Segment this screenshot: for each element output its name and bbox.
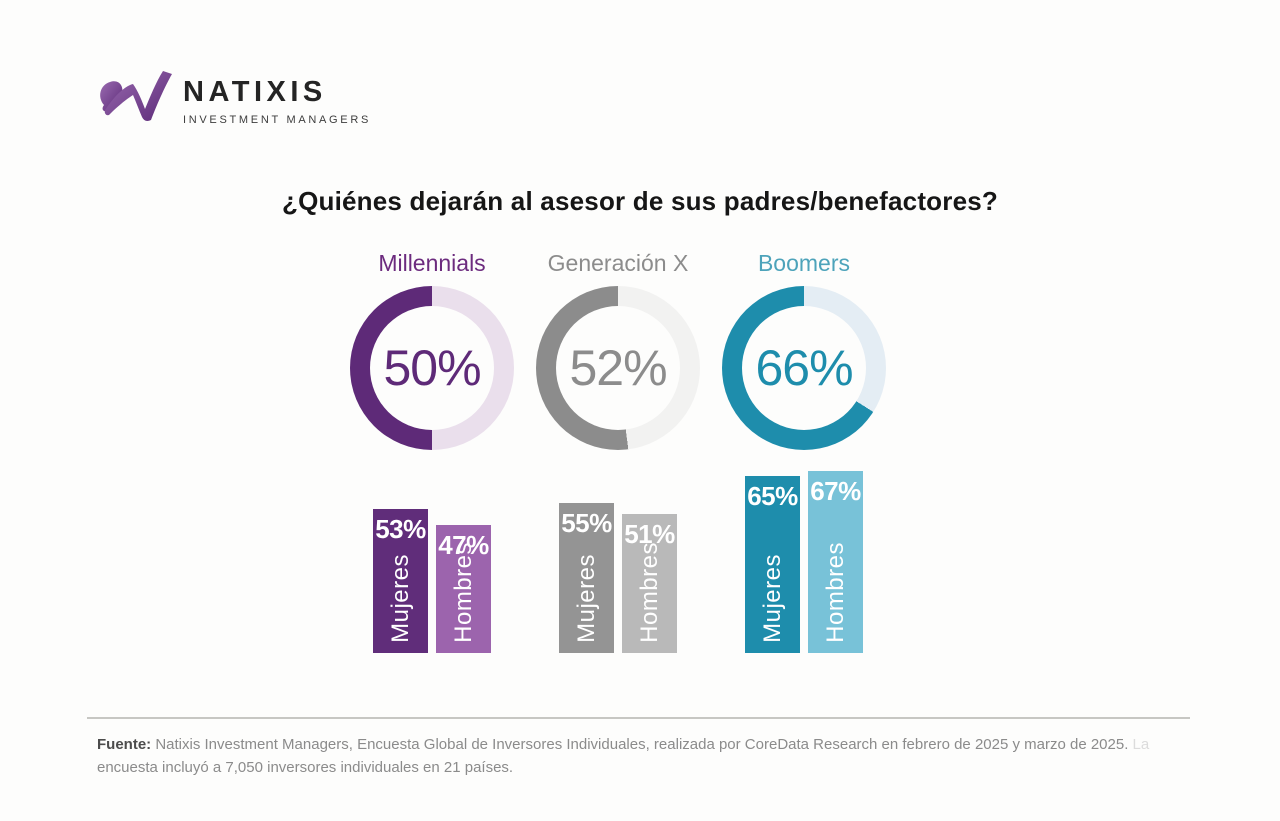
source-text-line2: encuesta incluyó a 7,050 inversores indi… xyxy=(97,758,514,776)
donut-value: 50% xyxy=(383,340,481,396)
bar-value: 65% xyxy=(747,481,798,511)
generation-label: Boomers xyxy=(757,250,851,276)
bar-hombres: 47% Hombres xyxy=(436,525,491,653)
bar-value: 51% xyxy=(624,519,675,549)
page-title: ¿Quiénes dejarán al asesor de sus padres… xyxy=(282,186,998,216)
bar-value: 67% xyxy=(810,476,861,506)
bar-label: Hombres xyxy=(635,542,663,643)
donut-chart-generacion-x: 52% xyxy=(536,286,700,450)
natixis-logo: NATIXIS INVESTMENT MANAGERS xyxy=(95,62,371,132)
bar-hombres: 67% Hombres xyxy=(808,471,863,653)
logo-text: NATIXIS INVESTMENT MANAGERS xyxy=(183,62,372,127)
donut-chart-millennials: 50% xyxy=(350,286,514,450)
bar-value: 53% xyxy=(375,514,426,544)
bar-label: Mujeres xyxy=(572,554,600,643)
generation-label: Millennials xyxy=(378,250,486,276)
group-boomers: Boomers 66% 65% Mujeres 67% Hombres xyxy=(711,248,897,653)
donut-hole: 50% xyxy=(370,306,494,430)
bar-label: Hombres xyxy=(449,542,477,643)
bar-pair: 55% Mujeres 51% Hombres xyxy=(559,470,677,653)
bar-label: Hombres xyxy=(821,542,849,643)
natixis-swoosh-icon xyxy=(100,71,172,121)
bar-label: Mujeres xyxy=(386,554,414,643)
donut-value: 66% xyxy=(755,340,853,396)
footer-divider xyxy=(87,717,1190,719)
bar-label: Mujeres xyxy=(758,554,786,643)
bar-pair: 53% Mujeres 47% Hombres xyxy=(373,470,491,653)
donut-value: 52% xyxy=(569,340,667,396)
bar-value: 55% xyxy=(561,508,612,538)
donut-hole: 66% xyxy=(742,306,866,430)
bar-pair: 65% Mujeres 67% Hombres xyxy=(745,470,863,653)
source-note: Fuente: Natixis Investment Managers, Enc… xyxy=(97,734,1182,779)
source-label: Fuente: xyxy=(97,736,152,753)
donut-hole: 52% xyxy=(556,306,680,430)
source-text-line1: Natixis Investment Managers, Encuesta Gl… xyxy=(155,736,1129,753)
bar-mujeres: 55% Mujeres xyxy=(559,503,614,653)
bar-hombres: 51% Hombres xyxy=(622,514,677,653)
logo-subtitle: INVESTMENT MANAGERS xyxy=(183,114,372,126)
donut-chart-boomers: 66% xyxy=(722,286,886,450)
bar-value: 47% xyxy=(438,530,489,560)
generation-label: Generación X xyxy=(547,250,689,276)
generation-chart: Millennials 50% 53% Mujeres 47% Hombres … xyxy=(339,248,897,653)
bar-mujeres: 53% Mujeres xyxy=(373,509,428,653)
source-text-faint: La xyxy=(1132,736,1150,753)
group-millennials: Millennials 50% 53% Mujeres 47% Hombres xyxy=(339,248,525,653)
group-generacion-x: Generación X 52% 55% Mujeres 51% Hombres xyxy=(525,248,711,653)
logo-brand: NATIXIS xyxy=(183,76,327,108)
bar-mujeres: 65% Mujeres xyxy=(745,476,800,653)
